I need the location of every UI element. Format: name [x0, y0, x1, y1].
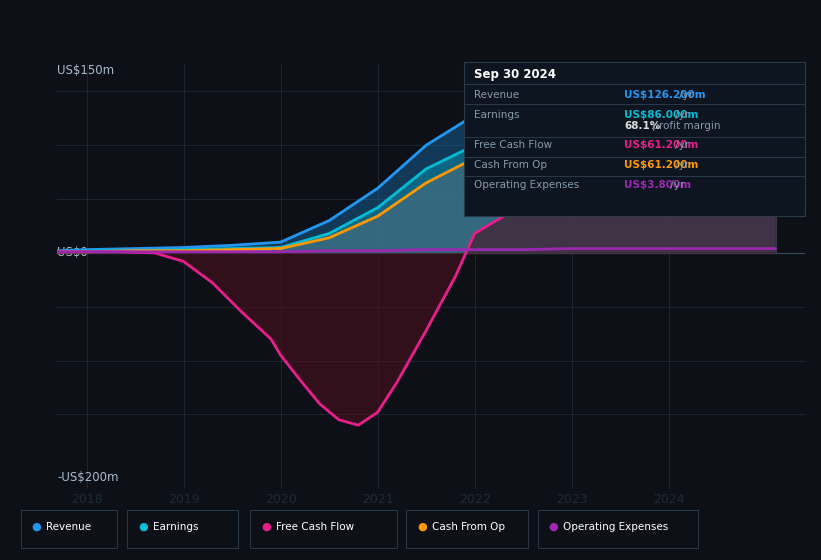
Text: Revenue: Revenue	[474, 90, 519, 100]
Text: ●: ●	[417, 522, 427, 532]
Text: /yr: /yr	[677, 90, 694, 100]
Text: Earnings: Earnings	[153, 522, 198, 532]
Text: 68.1%: 68.1%	[624, 121, 660, 131]
Text: profit margin: profit margin	[649, 121, 721, 131]
Text: /yr: /yr	[672, 160, 689, 170]
Text: ●: ●	[31, 522, 41, 532]
Text: /yr: /yr	[667, 180, 685, 190]
Text: Revenue: Revenue	[46, 522, 91, 532]
Text: US$3.800m: US$3.800m	[624, 180, 691, 190]
Text: US$61.200m: US$61.200m	[624, 141, 699, 151]
Text: -US$200m: -US$200m	[57, 472, 119, 484]
Text: /yr: /yr	[672, 141, 689, 151]
Text: US$126.200m: US$126.200m	[624, 90, 705, 100]
Text: US$86.000m: US$86.000m	[624, 110, 699, 120]
Text: US$0: US$0	[57, 246, 88, 259]
Text: Cash From Op: Cash From Op	[474, 160, 547, 170]
Text: Operating Expenses: Operating Expenses	[474, 180, 579, 190]
Text: Free Cash Flow: Free Cash Flow	[276, 522, 354, 532]
Text: Cash From Op: Cash From Op	[432, 522, 505, 532]
Text: US$61.200m: US$61.200m	[624, 160, 699, 170]
Text: ●: ●	[261, 522, 271, 532]
Text: Operating Expenses: Operating Expenses	[563, 522, 668, 532]
Text: Free Cash Flow: Free Cash Flow	[474, 141, 552, 151]
Text: US$150m: US$150m	[57, 64, 115, 77]
Text: ●: ●	[548, 522, 558, 532]
Text: Earnings: Earnings	[474, 110, 519, 120]
Text: /yr: /yr	[672, 110, 689, 120]
Text: ●: ●	[138, 522, 148, 532]
Text: Sep 30 2024: Sep 30 2024	[474, 68, 556, 81]
